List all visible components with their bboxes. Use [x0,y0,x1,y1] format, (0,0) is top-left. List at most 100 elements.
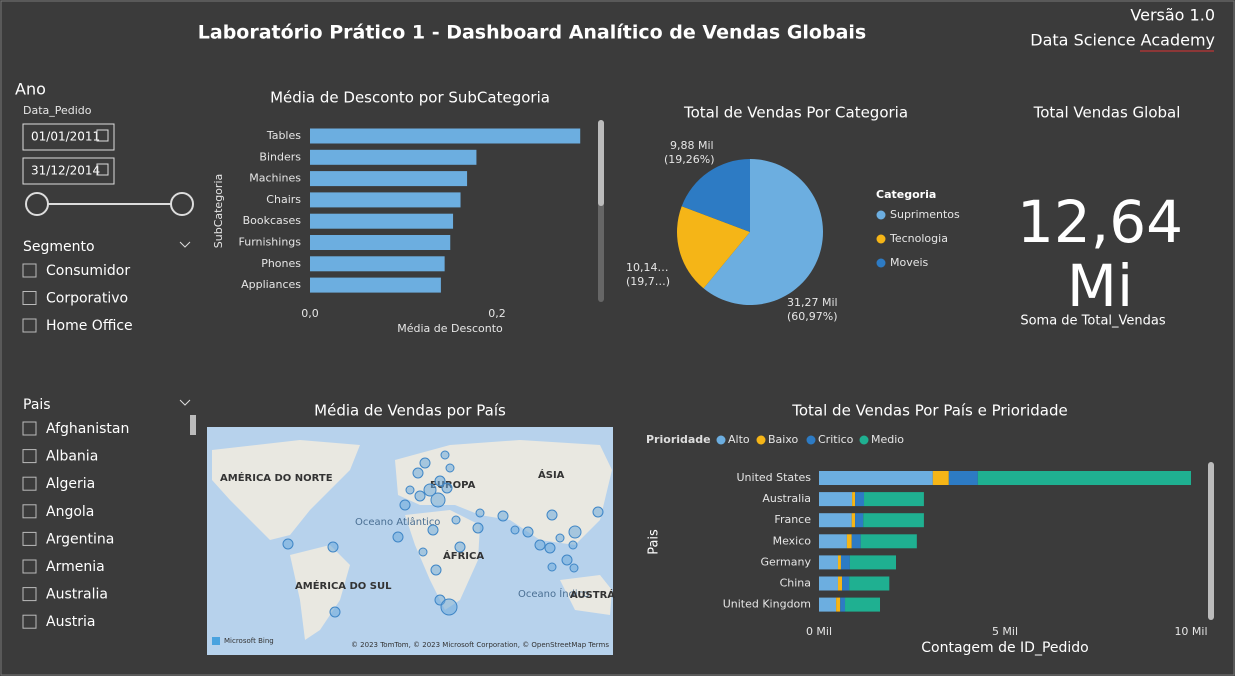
scrollbar-thumb[interactable] [598,120,604,206]
map-bubble[interactable] [405,485,415,495]
checkbox[interactable] [22,587,37,602]
bar-segment[interactable] [932,471,949,485]
map-bubble[interactable] [445,463,455,473]
checkbox[interactable] [22,263,37,278]
map-bubble[interactable] [440,598,458,616]
bar-segment[interactable] [846,534,852,549]
bar[interactable] [310,128,581,144]
map-bubble[interactable] [544,542,556,554]
bar-segment[interactable] [851,534,861,549]
bar-segment[interactable] [849,576,890,591]
map-bubble[interactable] [430,564,442,576]
map-bubble[interactable] [329,606,341,618]
bar-segment[interactable] [842,576,850,591]
checkbox[interactable] [22,291,37,305]
map-bubble[interactable] [419,457,431,469]
bar-segment[interactable] [860,534,917,549]
bar-segment[interactable] [819,492,853,507]
bar[interactable] [310,256,445,272]
bar-segment[interactable] [819,513,852,528]
bar-segment[interactable] [948,471,978,485]
checkbox[interactable] [22,531,37,546]
checkbox[interactable] [22,504,37,519]
bar-segment[interactable] [836,597,841,612]
slider-handle[interactable] [170,192,194,216]
bar[interactable] [310,192,461,208]
map-bubble[interactable] [414,490,426,502]
bar[interactable] [310,149,477,165]
map-bubble[interactable] [569,563,579,573]
bar-segment[interactable] [855,492,865,507]
bar-segment[interactable] [851,513,856,528]
map[interactable] [207,427,613,655]
map-bubble[interactable] [534,539,546,551]
map-bubble[interactable] [522,526,534,538]
date-input[interactable] [22,123,115,151]
map-bubble[interactable] [441,482,453,494]
option-label: Argentina [46,531,114,547]
bar-segment[interactable] [849,555,897,570]
checkbox[interactable] [22,476,37,491]
bar-segment[interactable] [819,597,837,612]
map-bubble[interactable] [555,533,565,543]
slider-handle[interactable] [25,192,49,216]
map-bubble[interactable] [418,547,428,557]
map-bubble[interactable] [547,562,557,572]
bar-segment[interactable] [819,534,847,549]
bar[interactable] [310,213,454,229]
chevron[interactable] [179,241,191,248]
bar-segment[interactable] [864,492,924,507]
bar-segment[interactable] [819,555,838,570]
bar-segment[interactable] [977,471,1191,485]
map-bubble[interactable] [430,492,446,508]
scrollbar[interactable] [190,415,196,435]
bar-segment[interactable] [840,597,846,612]
calendar-icon[interactable] [96,129,109,142]
map-bubble[interactable] [423,483,437,497]
map-bubble[interactable] [568,540,578,550]
chevron[interactable] [179,399,191,406]
map-bubble[interactable] [427,524,439,536]
bar-segment[interactable] [863,513,924,528]
checkbox[interactable] [22,614,37,629]
map-bubble[interactable] [510,525,520,535]
bar-segment[interactable] [819,471,933,485]
map-bubble[interactable] [282,538,294,550]
bar-segment[interactable] [819,576,838,591]
pie-slice[interactable] [681,159,750,232]
bar-segment[interactable] [845,597,881,612]
map-bubble[interactable] [434,475,446,487]
map-bubble[interactable] [392,531,404,543]
legend-marker [806,435,816,445]
map-bubble[interactable] [475,508,485,518]
pie-slice[interactable] [677,206,750,289]
bar-segment[interactable] [840,555,850,570]
map-bubble[interactable] [472,522,484,534]
date-input[interactable] [22,157,115,185]
checkbox[interactable] [22,318,37,333]
calendar-icon[interactable] [96,163,109,176]
map-bubble[interactable] [546,509,558,521]
map-bubble[interactable] [399,499,411,511]
bar[interactable] [310,277,441,293]
bar-segment[interactable] [837,576,843,591]
checkbox[interactable] [22,559,37,574]
bar-segment[interactable] [837,555,841,570]
bar-segment[interactable] [852,492,856,507]
checkbox[interactable] [22,449,37,464]
scrollbar[interactable] [1208,462,1214,620]
map-bubble[interactable] [561,554,573,566]
map-bubble[interactable] [497,510,509,522]
map-bubble[interactable] [454,541,466,553]
pie-slice[interactable] [703,159,823,305]
map-bubble[interactable] [592,506,604,518]
map-bubble[interactable] [451,515,461,525]
map-bubble[interactable] [327,541,339,553]
bar[interactable] [310,235,451,250]
bar[interactable] [310,171,468,187]
map-bubble[interactable] [440,450,450,460]
map-bubble[interactable] [412,467,424,479]
bar-segment[interactable] [855,513,864,528]
map-bubble[interactable] [568,525,582,539]
checkbox[interactable] [22,421,37,436]
